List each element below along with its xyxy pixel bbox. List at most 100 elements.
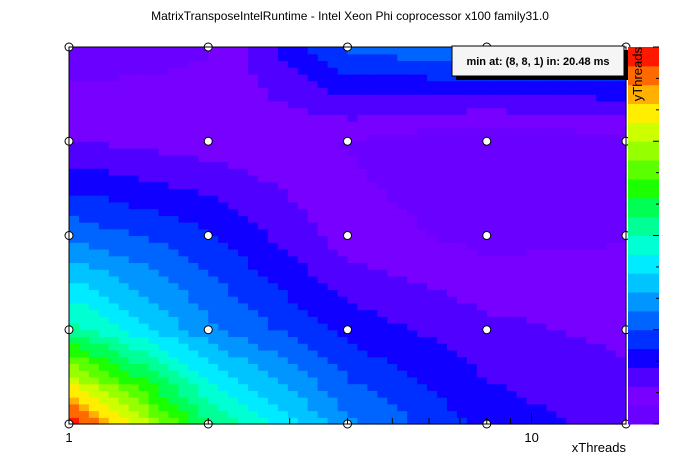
colorbar-segment (628, 103, 659, 123)
heatmap-cell (78, 329, 90, 338)
heatmap-cell (297, 94, 309, 102)
heatmap-cell (526, 383, 538, 391)
heatmap-cell (168, 195, 180, 203)
heatmap-cell (158, 134, 170, 142)
heatmap-cell (546, 349, 557, 358)
heatmap-cell (437, 228, 448, 237)
heatmap-cell (576, 222, 587, 230)
heatmap-cell (158, 356, 170, 365)
heatmap-cell (208, 141, 219, 149)
heatmap-cell (327, 94, 339, 102)
heatmap-cell (69, 349, 80, 358)
heatmap-cell (516, 289, 528, 297)
heatmap-cell (317, 87, 329, 95)
heatmap-cell (566, 370, 577, 378)
heatmap-cell (377, 336, 388, 344)
heatmap-cell (357, 397, 368, 405)
heatmap-cell (128, 181, 140, 189)
heatmap-cell (257, 114, 269, 122)
heatmap-cell (357, 376, 368, 385)
heatmap-cell (606, 410, 617, 418)
heatmap-cell (98, 80, 110, 88)
heatmap-cell (307, 73, 319, 82)
heatmap-cell (78, 397, 90, 405)
heatmap-cell (128, 60, 140, 68)
heatmap-cell (476, 181, 488, 189)
heatmap-cell (317, 67, 329, 75)
heatmap-cell (218, 195, 229, 203)
heatmap-cell (496, 94, 508, 102)
heatmap-cell (267, 147, 279, 156)
heatmap-cell (248, 147, 259, 156)
heatmap-cell (546, 343, 557, 351)
heatmap-cell (118, 356, 130, 365)
heatmap-cell (327, 195, 339, 203)
heatmap-cell (228, 316, 239, 324)
heatmap-cell (616, 168, 627, 176)
heatmap-cell (546, 302, 557, 311)
heatmap-cell (536, 141, 548, 149)
heatmap-cell (208, 134, 219, 142)
heatmap-cell (616, 349, 627, 358)
heatmap-cell (69, 215, 80, 223)
heatmap-cell (148, 403, 160, 412)
heatmap-cell (337, 269, 349, 277)
heatmap-cell (516, 302, 528, 311)
heatmap-cell (218, 309, 229, 317)
heatmap-cell (397, 397, 408, 405)
heatmap-cell (267, 390, 279, 398)
heatmap-cell (297, 195, 309, 203)
heatmap-cell (456, 242, 468, 250)
heatmap-cell (456, 343, 468, 351)
heatmap-cell (277, 222, 289, 230)
heatmap-cell (546, 201, 557, 210)
heatmap-cell (556, 282, 567, 290)
heatmap-cell (526, 94, 538, 102)
heatmap-cell (526, 269, 538, 277)
heatmap-cell (277, 383, 289, 391)
heatmap-cell (347, 87, 359, 95)
heatmap-cell (476, 363, 488, 371)
heatmap-cell (148, 161, 160, 169)
heatmap-cell (417, 296, 428, 304)
heatmap-cell (456, 195, 468, 203)
heatmap-cell (297, 248, 309, 257)
heatmap-cell (377, 222, 388, 230)
heatmap-cell (248, 349, 259, 358)
heatmap-cell (506, 410, 518, 418)
heatmap-cell (138, 248, 150, 257)
heatmap-cell (88, 410, 100, 418)
heatmap-cell (88, 181, 100, 189)
heatmap-cell (397, 248, 408, 257)
heatmap-cell (377, 174, 388, 183)
heatmap-cell (586, 363, 597, 371)
heatmap-cell (377, 134, 388, 142)
heatmap-cell (596, 228, 607, 237)
heatmap-cell (546, 329, 557, 338)
heatmap-cell (69, 370, 80, 378)
heatmap-cell (148, 168, 160, 176)
heatmap-cell (387, 201, 398, 210)
heatmap-cell (228, 248, 239, 257)
heatmap-cell (586, 114, 597, 122)
heatmap-cell (257, 343, 269, 351)
heatmap-cell (516, 100, 528, 109)
heatmap-cell (158, 94, 170, 102)
heatmap-cell (78, 201, 90, 210)
heatmap-cell (556, 329, 567, 338)
heatmap-cell (387, 296, 398, 304)
heatmap-cell (248, 302, 259, 311)
heatmap-cell (417, 188, 428, 196)
heatmap-cell (417, 127, 428, 136)
heatmap-cell (466, 316, 478, 324)
colorbar-segment (628, 405, 659, 425)
heatmap-cell (98, 174, 110, 183)
heatmap-cell (327, 228, 339, 237)
heatmap-cell (158, 410, 170, 418)
heatmap-cell (248, 141, 259, 149)
heatmap-cell (98, 208, 110, 216)
heatmap-cell (526, 242, 538, 250)
heatmap-cell (506, 134, 518, 142)
heatmap-cell (248, 215, 259, 223)
heatmap-cell (307, 67, 319, 75)
